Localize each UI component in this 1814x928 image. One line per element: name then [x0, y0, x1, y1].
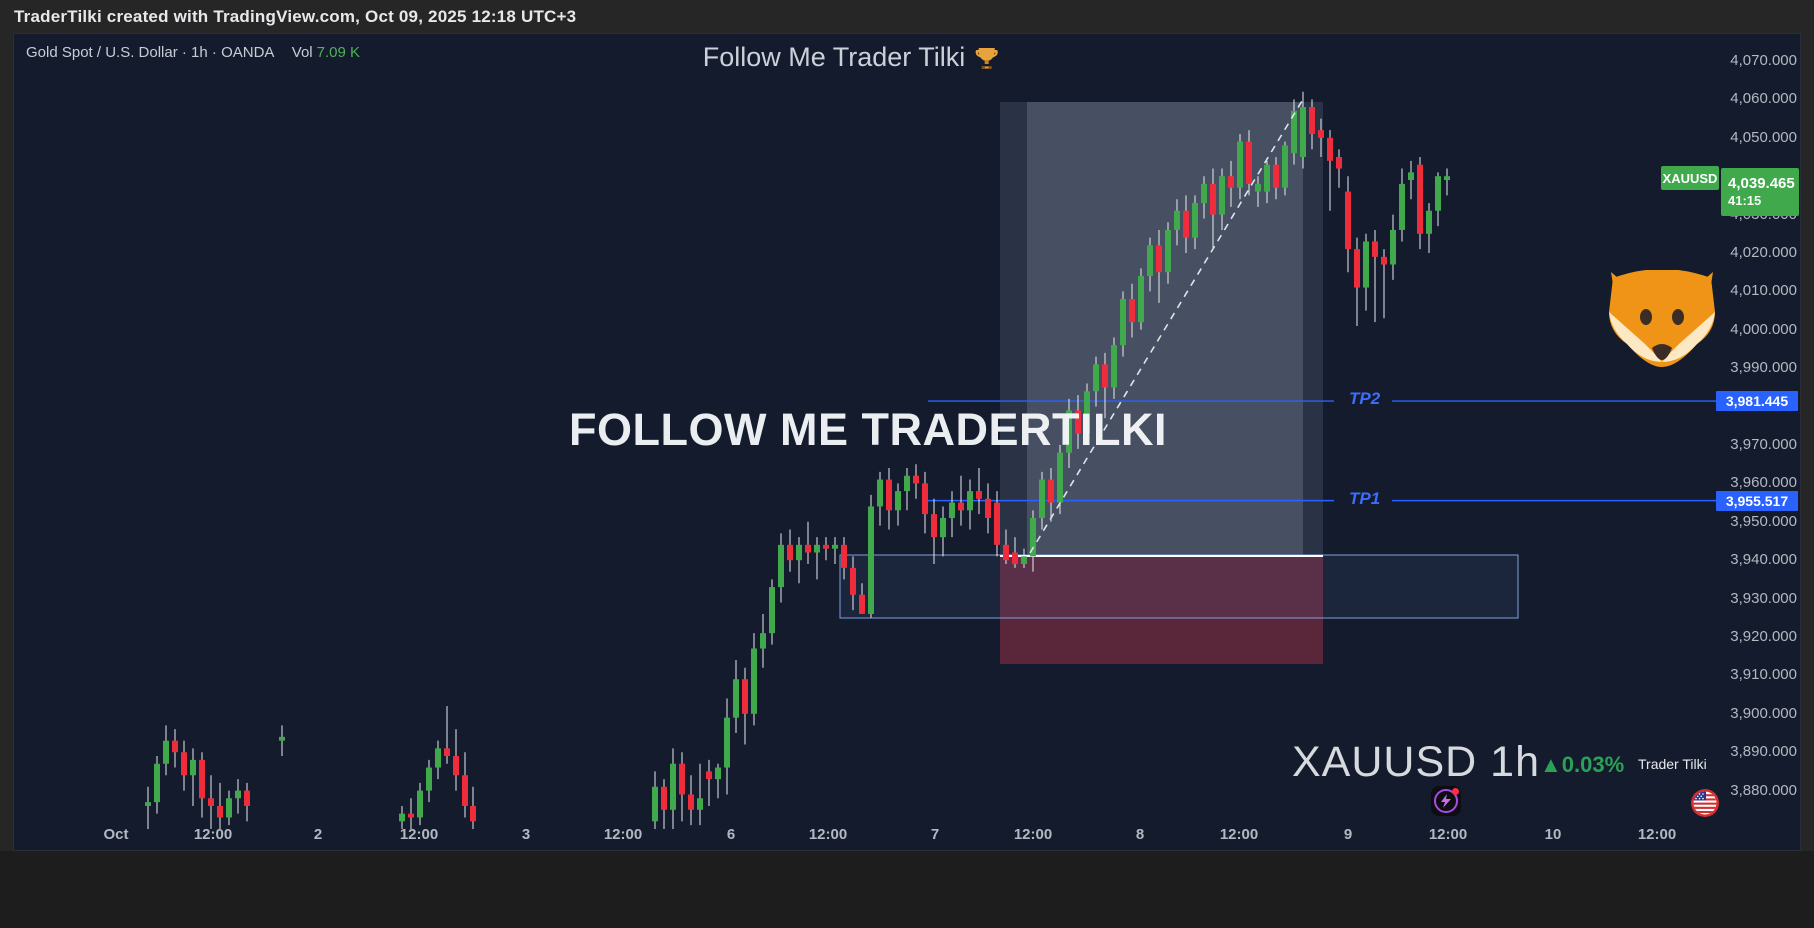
- tp2-price-badge: 3,981.445: [1716, 391, 1798, 412]
- tp1-price-badge: 3,955.517: [1716, 490, 1798, 511]
- trophy-icon: [975, 47, 998, 69]
- us-flag-icon: [1691, 789, 1719, 817]
- time-label: 12:00: [193, 826, 233, 843]
- time-label: 12:00: [808, 826, 848, 843]
- time-label: 12:00: [1428, 826, 1468, 843]
- time-label: 7: [930, 826, 940, 843]
- flash-boost-icon: [1431, 786, 1461, 816]
- price-label: 4,070.000: [1730, 52, 1797, 69]
- time-label: 12:00: [1637, 826, 1677, 843]
- price-label: 3,930.000: [1730, 589, 1797, 607]
- change-percent: ▲0.03%: [1540, 752, 1625, 777]
- time-label: 3: [521, 826, 531, 843]
- notification-dot: [1452, 788, 1459, 795]
- up-arrow-icon: ▲: [1540, 752, 1562, 777]
- price-label: 3,950.000: [1730, 512, 1797, 530]
- time-label: 12:00: [603, 826, 643, 843]
- time-label: 12:00: [1219, 826, 1259, 843]
- attribution-bar: TraderTilki created with TradingView.com…: [0, 0, 1814, 33]
- time-label: 8: [1135, 826, 1145, 843]
- price-label: 3,940.000: [1730, 551, 1797, 569]
- footer-bar: TradingView: [0, 851, 1814, 928]
- price-label: 4,060.000: [1730, 90, 1797, 108]
- chart-title: Follow Me Trader Tilki: [703, 42, 1000, 73]
- last-price-badge: 4,039.465 41:15: [1721, 168, 1799, 217]
- author-name: Trader Tilki: [1638, 756, 1707, 772]
- chart-title-text: Follow Me Trader Tilki: [702, 42, 966, 72]
- symbol-price-flag: XAUUSD: [1661, 166, 1719, 191]
- price-label: 4,010.000: [1730, 282, 1797, 300]
- last-price-value: 4,039.465: [1728, 175, 1795, 193]
- price-label: 3,970.000: [1730, 436, 1797, 453]
- symbol-timeframe-stamp: XAUUSD 1h: [1292, 738, 1540, 786]
- symbol-legend[interactable]: Gold Spot / U.S. Dollar · 1h · OANDA Vol…: [26, 44, 360, 61]
- bar-countdown: 41:15: [1728, 193, 1762, 209]
- tp1-label: TP1: [1343, 488, 1387, 509]
- symbol-description: Gold Spot / U.S. Dollar · 1h · OANDA: [26, 44, 274, 61]
- time-label: Oct: [103, 826, 129, 843]
- chart-panel[interactable]: [13, 33, 1801, 851]
- volume-label: Vol: [291, 44, 313, 61]
- price-label: 3,900.000: [1730, 704, 1797, 722]
- time-label: 2: [313, 826, 323, 843]
- tp2-label: TP2: [1343, 389, 1387, 410]
- price-label: 3,880.000: [1730, 781, 1797, 799]
- price-label: 4,050.000: [1730, 128, 1797, 146]
- price-label: 4,020.000: [1730, 244, 1797, 261]
- flash-ring: [1434, 789, 1458, 813]
- price-label: 3,960.000: [1730, 474, 1797, 492]
- volume-value: 7.09 K: [316, 44, 360, 61]
- price-label: 3,910.000: [1730, 666, 1797, 684]
- time-label: 10: [1544, 826, 1562, 843]
- time-label: 9: [1343, 826, 1353, 843]
- price-label: 3,890.000: [1730, 743, 1797, 761]
- time-label: 12:00: [399, 826, 439, 843]
- price-label: 4,000.000: [1730, 320, 1797, 338]
- watermark-text: FOLLOW ME TRADERTILKI: [569, 404, 1167, 455]
- price-label: 3,920.000: [1730, 628, 1797, 645]
- time-label: 12:00: [1013, 826, 1053, 843]
- attribution-text: TraderTilki created with TradingView.com…: [14, 7, 577, 26]
- time-label: 6: [726, 826, 736, 843]
- fox-emoji-icon: [1609, 270, 1715, 367]
- price-label: 3,990.000: [1730, 359, 1797, 377]
